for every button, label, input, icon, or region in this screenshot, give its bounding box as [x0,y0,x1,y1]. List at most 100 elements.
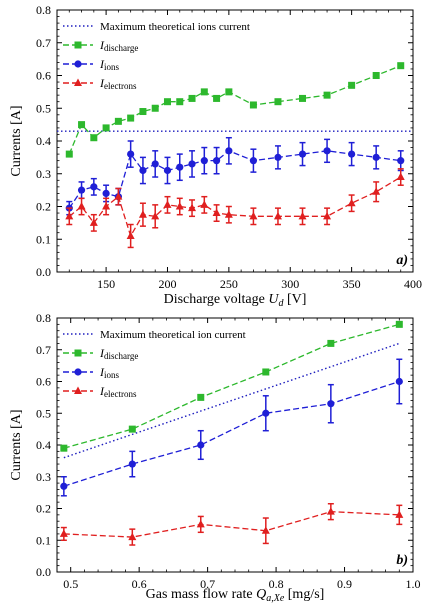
legend-marker [74,41,82,49]
data-point [128,460,136,468]
legend: Maximum theoretical ions current Idischar… [63,21,250,91]
legend-entry: Iions [99,365,120,380]
data-point [395,510,404,518]
data-point [163,166,172,175]
x-tick-label: 0.6 [132,577,147,591]
data-point [372,72,380,79]
data-point [90,183,98,191]
data-point [65,150,73,158]
data-point [224,210,233,218]
data-point [163,200,172,208]
data-point [274,98,282,106]
data-point [200,200,209,208]
data-point [151,104,159,112]
data-point [163,98,171,106]
data-point [348,150,356,158]
data-point [327,339,335,347]
data-point [65,211,74,220]
data-point [225,88,233,96]
data-point [78,121,86,129]
data-point [60,482,68,490]
legend-entry: Idischarge [99,38,138,53]
data-point [261,526,270,534]
legend-entry: Iions [99,57,120,72]
series-i-discharge [65,62,405,158]
series-maximum-theoretical-ion-current [63,342,400,459]
data-point [139,166,147,175]
series-line [63,380,400,487]
legend-marker [74,60,82,68]
data-point [262,368,270,376]
legend-entry: Maximum theoretical ions current [100,21,250,33]
y-tick-label: 0.5 [36,406,51,420]
legend-marker [74,349,82,357]
y-tick-label: 0.8 [36,3,51,17]
x-tick-label: 150 [97,277,115,291]
y-axis-label: Currents [A] [9,105,24,176]
series-line [68,65,401,155]
data-point [348,81,356,89]
data-point [128,425,136,433]
data-point [397,157,405,165]
y-tick-label: 0.2 [36,200,51,214]
x-tick-label: 0.5 [63,577,78,591]
data-point [176,163,184,171]
data-point [225,147,233,155]
series-line [63,342,400,459]
x-axis-label: Gas mass flow rate Qa,Xe [mg/s] [146,587,325,604]
data-point [188,160,196,168]
y-tick-label: 0.7 [36,343,51,357]
data-point [299,94,307,102]
data-point [274,153,282,161]
data-point [262,409,270,417]
data-point [60,444,68,452]
data-point [395,320,403,328]
y-tick-label: 0.4 [36,438,51,452]
y-tick-label: 0.5 [36,101,51,115]
x-tick-label: 200 [158,277,176,291]
panel-label: b) [396,553,408,568]
data-point [197,393,205,401]
y-tick-label: 0.0 [36,265,51,279]
data-point [114,117,122,125]
data-point [126,231,135,239]
series-i-electrons [65,168,405,249]
data-point [200,88,208,96]
data-point [372,153,380,161]
series-i-discharge [60,320,403,452]
y-tick-label: 0.4 [36,134,51,148]
x-axis-label: Discharge voltage Ud [V] [164,292,307,309]
legend-marker [74,78,82,86]
y-tick-label: 0.6 [36,69,51,83]
data-point [323,211,332,220]
legend-entry: Maximum theoretical ion current [100,329,246,341]
legend-marker [74,368,82,376]
y-tick-label: 0.0 [36,565,51,579]
data-point [127,114,135,122]
data-point [89,218,98,226]
data-point [77,186,86,194]
x-tick-label: 0.7 [200,577,215,591]
x-tick-label: 250 [220,277,238,291]
chart-panel-b: 0.0 0.1 0.2 0.3 0.4 0.5 0.6 0.7 0.8 0.5 0.6 0.7 0.8 0… [9,311,421,604]
legend-entry: Idischarge [99,346,138,361]
data-point [249,157,258,165]
legend: Maximum theoretical ion current Idischarg… [63,329,246,399]
data-point [213,94,221,102]
data-point [151,211,160,220]
data-point [298,150,307,158]
data-point [196,519,205,528]
data-point [212,208,221,217]
data-point [188,203,197,212]
data-point [212,157,221,165]
y-tick-label: 0.1 [36,533,51,547]
data-point [323,147,331,155]
y-tick-label: 0.3 [36,470,51,484]
data-point [273,211,282,220]
x-tick-label: 1.0 [406,577,421,591]
data-point [59,529,68,537]
data-point [176,98,184,106]
x-tick-label: 300 [281,277,299,291]
y-tick-label: 0.7 [36,36,51,50]
